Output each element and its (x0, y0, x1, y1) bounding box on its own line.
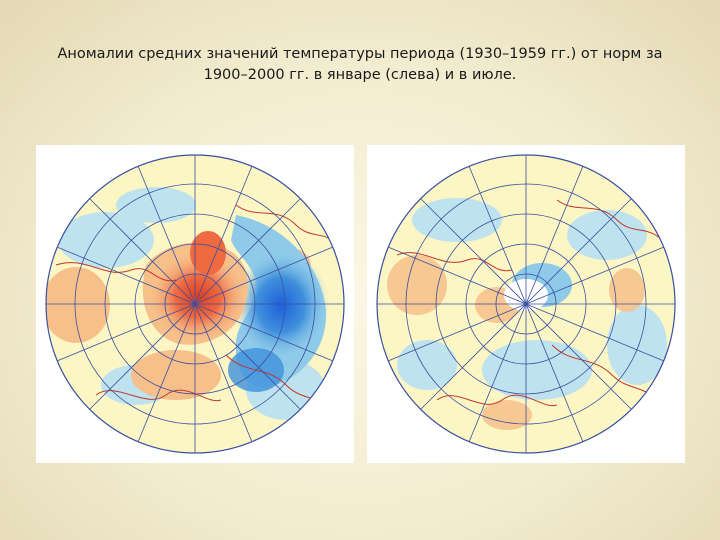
warm-anomaly-patch (387, 255, 447, 315)
cold-anomaly-patch (116, 187, 196, 223)
cold-anomaly-core (233, 250, 329, 360)
coastline (551, 344, 658, 401)
meridian-grid (46, 155, 344, 453)
cold-anomaly-patch (58, 212, 154, 268)
coastline (95, 389, 222, 402)
cold-anomaly-patch (567, 210, 647, 260)
map-border (45, 154, 345, 454)
coastline (235, 204, 337, 246)
cold-anomaly-patch (412, 198, 502, 242)
meridian-grid (377, 155, 675, 453)
slide-title-line-2: 1900–2000 гг. в январе (слева) и в июле. (203, 67, 517, 83)
slide-title: Аномалии средних значений температуры пе… (40, 44, 680, 86)
warm-anomaly-patch (609, 268, 645, 312)
january-map-svg (45, 154, 345, 454)
coastline (55, 262, 177, 282)
warm-anomaly-patch (46, 267, 110, 343)
january-anomaly-map (36, 145, 354, 463)
coastline (436, 394, 558, 407)
slide-title-line-1: Аномалии средних значений температуры пе… (57, 46, 663, 62)
coastline (556, 199, 663, 241)
july-map-svg (376, 154, 676, 454)
cold-anomaly-patch (397, 340, 457, 390)
cold-anomaly-patch (607, 305, 667, 385)
warm-anomaly-patch (482, 400, 532, 430)
july-anomaly-map (367, 145, 685, 463)
map-border (376, 154, 676, 454)
warm-anomaly-patch (131, 350, 221, 400)
warm-anomaly-core (190, 231, 226, 275)
